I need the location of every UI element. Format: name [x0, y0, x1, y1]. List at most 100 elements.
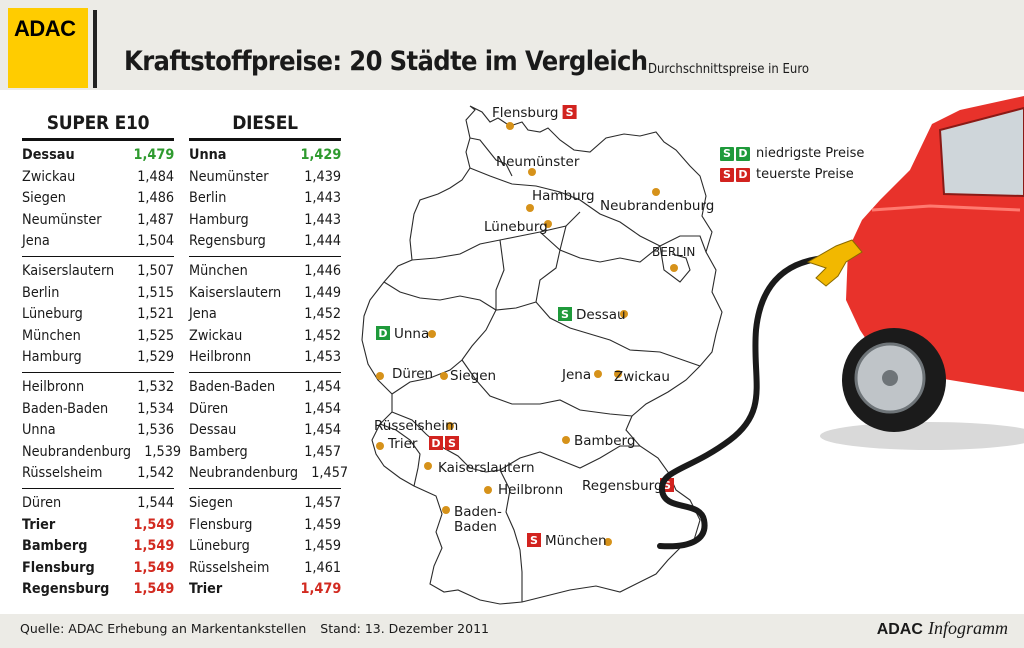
city-cell: Regensburg — [189, 233, 266, 250]
price-cell: 1,534 — [137, 400, 174, 417]
city-cell: Dessau — [22, 147, 75, 163]
city-cell: Flensburg — [189, 516, 253, 533]
city-dot — [528, 168, 536, 176]
city-cell: Unna — [189, 147, 227, 163]
table-row: Neubrandenburg 1,539 — [22, 442, 181, 464]
group-divider — [22, 255, 174, 257]
price-cell: 1,457 — [304, 443, 341, 460]
table-row: Zwickau 1,452 — [189, 326, 341, 348]
table-row: Neumünster 1,487 — [22, 210, 174, 232]
car-shadow — [820, 422, 1024, 450]
city-cell: Siegen — [189, 494, 233, 511]
price-badge — [445, 436, 459, 450]
map-city: Düren — [376, 366, 433, 382]
city-cell: Trier — [22, 516, 56, 533]
price-cell: 1,515 — [137, 284, 174, 301]
city-cell: Dessau — [189, 422, 237, 439]
table-row: Dessau 1,479 — [22, 145, 174, 167]
table-row: Düren 1,544 — [22, 493, 174, 515]
price-cell: 1,532 — [137, 378, 174, 395]
state-border — [499, 469, 523, 602]
table-row: Rüsselsheim 1,461 — [189, 558, 341, 580]
header-bar — [0, 0, 1024, 90]
city-cell: Baden-Baden — [189, 378, 276, 395]
price-cell: 1,486 — [137, 190, 174, 207]
city-dot — [376, 372, 384, 380]
city-cell: Flensburg — [22, 559, 95, 576]
map-city: Jena — [561, 367, 602, 383]
super-e10-table: SUPER E10 Dessau 1,479 Zwickau 1,484 Siegen 1… — [22, 110, 181, 601]
city-cell: Neubrandenburg — [189, 465, 299, 482]
map-city: Neumünster — [496, 154, 580, 176]
price-cell: 1,549 — [133, 538, 174, 555]
table-row: Baden-Baden 1,534 — [22, 399, 174, 421]
city-label: Flensburg — [492, 105, 558, 121]
state-border — [469, 167, 581, 201]
city-cell: Kaiserslautern — [189, 284, 282, 301]
footer-bar — [0, 614, 1024, 648]
state-border — [535, 225, 567, 303]
price-cell: 1,443 — [304, 190, 341, 207]
city-label: Hamburg — [532, 188, 595, 204]
city-label: Lüneburg — [484, 219, 548, 235]
table-row: Düren 1,454 — [189, 399, 341, 421]
city-dot — [594, 370, 602, 378]
city-cell: Hamburg — [189, 211, 249, 228]
city-dot — [424, 462, 432, 470]
price-cell: 1,444 — [304, 233, 341, 250]
price-badge — [558, 307, 572, 321]
city-cell: Düren — [22, 494, 62, 511]
city-cell: Kaiserslautern — [22, 262, 115, 279]
city-dot — [652, 188, 660, 196]
price-cell: 1,446 — [304, 262, 341, 279]
brand-name: ADAC — [876, 621, 923, 638]
price-cell: 1,479 — [133, 147, 174, 163]
page-title: Kraftstoffpreise: 20 Städte im Vergleich — [124, 46, 648, 77]
price-cell: 1,521 — [137, 306, 174, 323]
price-cell: 1,439 — [304, 168, 341, 185]
city-label: München — [545, 533, 607, 549]
table-row: Kaiserslautern 1,449 — [189, 283, 341, 305]
price-cell: 1,429 — [300, 147, 341, 163]
city-cell: Hamburg — [22, 349, 82, 366]
coast — [469, 137, 513, 177]
map-city: S Dessau — [558, 307, 628, 323]
map-city: Lüneburg — [484, 219, 552, 235]
table-row: Flensburg 1,549 — [22, 558, 174, 580]
city-cell: Neubrandenburg — [22, 443, 132, 460]
state-border — [391, 411, 501, 473]
price-cell: 1,454 — [304, 422, 341, 439]
price-cell: 1,457 — [304, 494, 341, 511]
table-row: Hamburg 1,443 — [189, 210, 341, 232]
badge-letter: D — [378, 327, 387, 340]
price-cell: 1,542 — [137, 465, 174, 482]
price-badge — [527, 533, 541, 547]
table-row: Unna 1,536 — [22, 420, 174, 442]
map-city: Trier D S — [376, 436, 459, 452]
city-label: Siegen — [450, 368, 496, 384]
city-dot — [614, 370, 622, 378]
legend-badge-s: S — [720, 167, 734, 182]
map-city: Flensburg S — [492, 105, 577, 130]
legend-label: niedrigste Preise — [756, 146, 865, 161]
price-badge — [562, 105, 577, 119]
price-cell: 1,454 — [304, 400, 341, 417]
map-city: BERLIN — [652, 245, 695, 272]
table-row: Dessau 1,454 — [189, 420, 341, 442]
badge-letter: S — [561, 308, 569, 321]
city-dot — [620, 310, 628, 318]
city-cell: Heilbronn — [189, 349, 252, 366]
footer-source: Quelle: ADAC Erhebung an Markentankstell… — [20, 621, 489, 636]
city-label: Trier — [387, 436, 418, 452]
map-city: Siegen — [440, 368, 496, 384]
price-cell: 1,549 — [133, 516, 174, 533]
table-row: Unna 1,429 — [189, 145, 341, 167]
city-label: Heilbronn — [498, 482, 563, 498]
price-cell: 1,484 — [137, 168, 174, 185]
city-cell: Düren — [189, 400, 229, 417]
city-cell: Unna — [22, 422, 56, 439]
table-row: Rüsselsheim 1,542 — [22, 463, 174, 485]
price-cell: 1,461 — [304, 559, 341, 576]
table-row: Kaiserslautern 1,507 — [22, 261, 174, 283]
